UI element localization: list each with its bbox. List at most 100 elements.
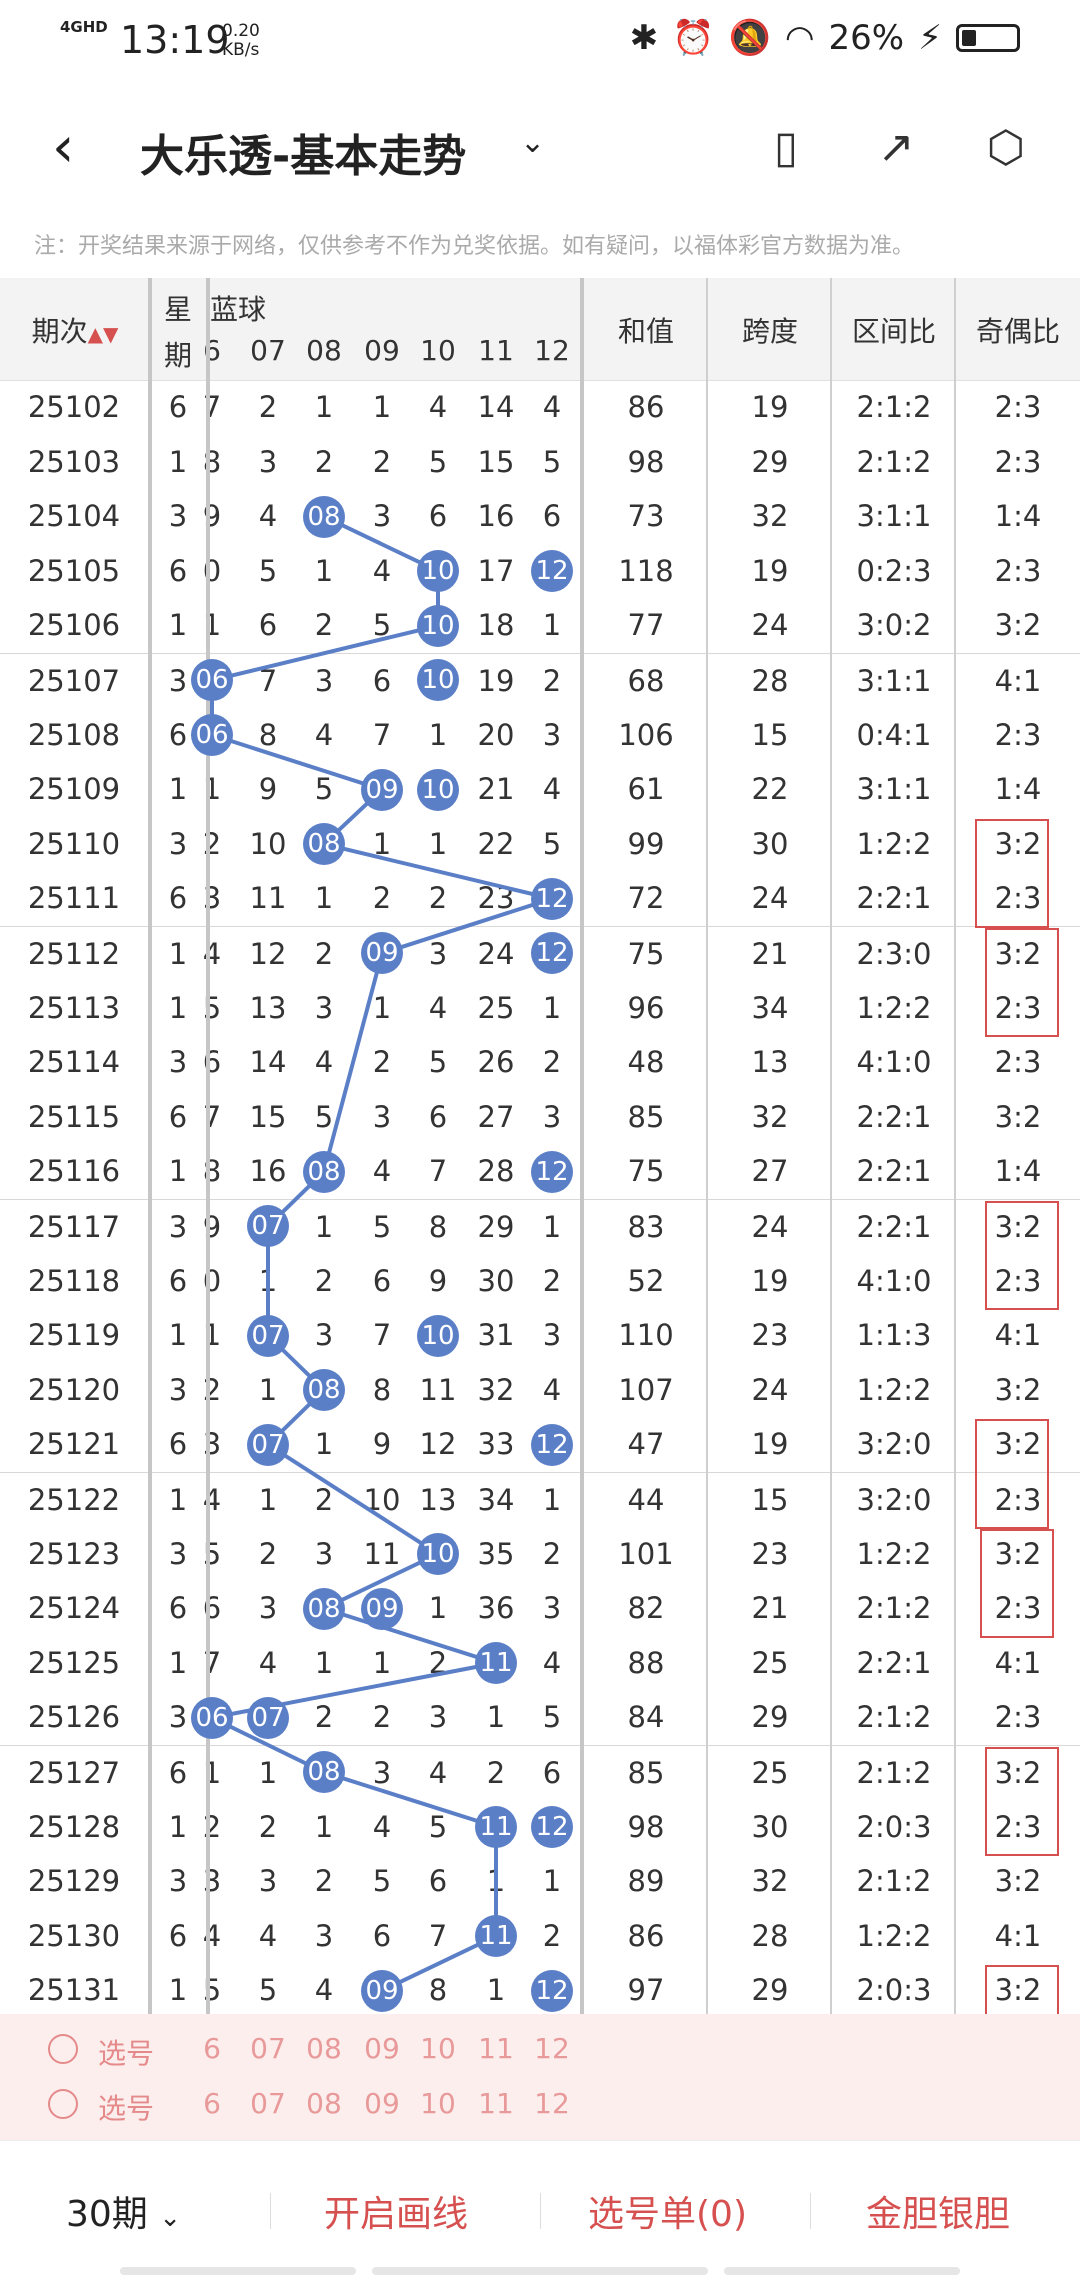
blue-miss-cell: 1 (372, 1645, 392, 1680)
blue-miss-cell: 4 (542, 1372, 562, 1407)
zone-ratio-cell: 2:1:2 (856, 1591, 932, 1626)
period-cell: 25114 (27, 1045, 121, 1080)
col-blue-ball-header: 蓝球 (210, 293, 267, 326)
blue-miss-cell: 5 (258, 1973, 278, 2008)
sum-cell: 73 (627, 499, 665, 534)
weekday-cell: 1 (168, 608, 188, 643)
blue-miss-cell: 4 (542, 390, 562, 424)
zone-ratio-cell: 2:2:1 (856, 1154, 932, 1189)
period-cell: 25120 (27, 1372, 121, 1407)
pick-number[interactable]: 11 (478, 2032, 514, 2065)
blue-ball: 12 (531, 1423, 573, 1466)
pick-number[interactable]: 6 (203, 2087, 221, 2120)
gold-silver-button[interactable]: 金胆银胆 (866, 2194, 1011, 2235)
weekday-cell: 3 (168, 1045, 188, 1080)
blue-miss-cell: 4 (372, 1154, 392, 1189)
network-type: 4GHD (60, 18, 108, 36)
blue-miss-cell: 9 (258, 772, 278, 807)
period-count-button[interactable]: 30期 ⌄ (66, 2194, 182, 2235)
sum-cell: 86 (627, 1918, 665, 1953)
span-cell: 29 (751, 444, 789, 479)
period-cell: 25119 (27, 1318, 121, 1353)
pick-number[interactable]: 07 (250, 2032, 286, 2065)
zone-ratio-cell: 1:2:2 (856, 1918, 932, 1953)
zone-ratio-cell: 0:4:1 (856, 717, 932, 752)
back-arrow-icon[interactable]: ‹ (52, 115, 75, 180)
col-period-header[interactable]: 期次▲▼ (31, 315, 119, 348)
table-header: 期次▲▼ 星 期 蓝球 6 07 08 09 10 11 12 和值 跨度 区间比 奇偶比 (0, 278, 1080, 381)
pick-radio[interactable] (48, 2089, 78, 2119)
blue-miss-cell: 2 (542, 1263, 562, 1298)
period-cell: 25124 (27, 1591, 121, 1626)
pick-number[interactable]: 12 (534, 2032, 570, 2065)
blue-ball: 07 (247, 1205, 289, 1248)
sum-cell: 48 (627, 1045, 665, 1080)
blue-miss-cell: 27 (477, 1099, 515, 1134)
chevron-down-icon[interactable]: ⌄ (520, 125, 546, 160)
pick-number[interactable]: 10 (420, 2032, 456, 2065)
pick-number[interactable]: 09 (364, 2087, 400, 2120)
span-cell: 24 (751, 1210, 789, 1244)
pick-number[interactable]: 09 (364, 2032, 400, 2065)
blue-miss-cell: 7 (372, 717, 392, 752)
table-row: 2511860126930252194:1:02:3 (0, 1254, 1080, 1309)
pick-label[interactable]: 选号 (98, 2092, 155, 2125)
pick-number[interactable]: 12 (534, 2087, 570, 2120)
span-cell: 28 (751, 664, 789, 698)
span-cell: 30 (751, 826, 789, 861)
span-cell: 25 (751, 1756, 789, 1790)
period-cell: 25103 (27, 444, 121, 479)
weekday-cell: 3 (168, 826, 188, 861)
odd-even-cell: 3:2 (994, 1210, 1042, 1244)
pick-number[interactable]: 10 (420, 2087, 456, 2120)
blue-miss-cell: 2 (542, 664, 562, 698)
zone-ratio-cell: 1:2:2 (856, 990, 932, 1025)
pick-number[interactable]: 6 (203, 2032, 221, 2065)
battery-text: 26% (828, 18, 905, 58)
blue-ball: 12 (531, 1805, 573, 1848)
divider (580, 278, 584, 2140)
zone-ratio-cell: 2:0:3 (856, 1973, 932, 2008)
wifi-icon: ◠ (784, 18, 815, 58)
blue-miss-cell: 5 (428, 1809, 448, 1844)
blue-ball: 07 (247, 1314, 289, 1357)
blue-ball: 12 (531, 1150, 573, 1193)
blue-miss-cell: 4 (258, 499, 278, 534)
blue-miss-cell: 4 (258, 1918, 278, 1953)
pick-radio[interactable] (48, 2034, 78, 2064)
table-row: 25122 1 4 1 2 10 13 34 1 44 15 3:2:0 2:3 (0, 1472, 1080, 1528)
weekday-cell: 1 (168, 444, 188, 479)
blue-miss-cell: 8 (258, 717, 278, 752)
blue-ball: 09 (361, 1587, 403, 1630)
settings-icon[interactable]: ⬡ (986, 122, 1026, 173)
weekday-cell: 6 (168, 881, 188, 916)
pick-number[interactable]: 07 (250, 2087, 286, 2120)
sum-cell: 86 (627, 390, 665, 424)
blue-miss-cell: 3 (258, 444, 278, 479)
page-title[interactable]: 大乐透-基本走势 (140, 131, 467, 182)
blue-miss-cell: 2 (314, 1700, 334, 1735)
phone-rotate-icon[interactable]: ▯ (773, 122, 799, 173)
pick-list-button[interactable]: 选号单(0) (588, 2194, 747, 2235)
blue-ball: 07 (247, 1423, 289, 1466)
blue-miss-cell: 1 (372, 390, 392, 424)
zone-ratio-cell: 2:1:2 (856, 390, 932, 424)
blue-ball: 10 (417, 659, 459, 702)
status-bar: 4GHD 13:19 0.20 KB/s ✱ ⏰ 🔕 ◠ 26% ⚡ (0, 0, 1080, 80)
pick-number[interactable]: 08 (306, 2087, 342, 2120)
draw-line-button[interactable]: 开启画线 (324, 2194, 469, 2235)
blue-miss-cell: 3 (314, 1536, 334, 1571)
share-icon[interactable]: ↗ (877, 122, 915, 173)
span-cell: 29 (751, 1700, 789, 1735)
col-weekday-header-bottom: 期 (163, 339, 192, 372)
clock: 13:19 (120, 18, 230, 62)
weekday-cell: 1 (168, 1483, 188, 1517)
blue-miss-cell: 2 (542, 1536, 562, 1571)
blue-ball: 12 (531, 932, 573, 975)
blue-miss-cell: 6 (542, 499, 562, 534)
sum-cell: 52 (627, 1263, 665, 1298)
pick-label[interactable]: 选号 (98, 2037, 155, 2070)
pick-number[interactable]: 11 (478, 2087, 514, 2120)
pick-number[interactable]: 08 (306, 2032, 342, 2065)
